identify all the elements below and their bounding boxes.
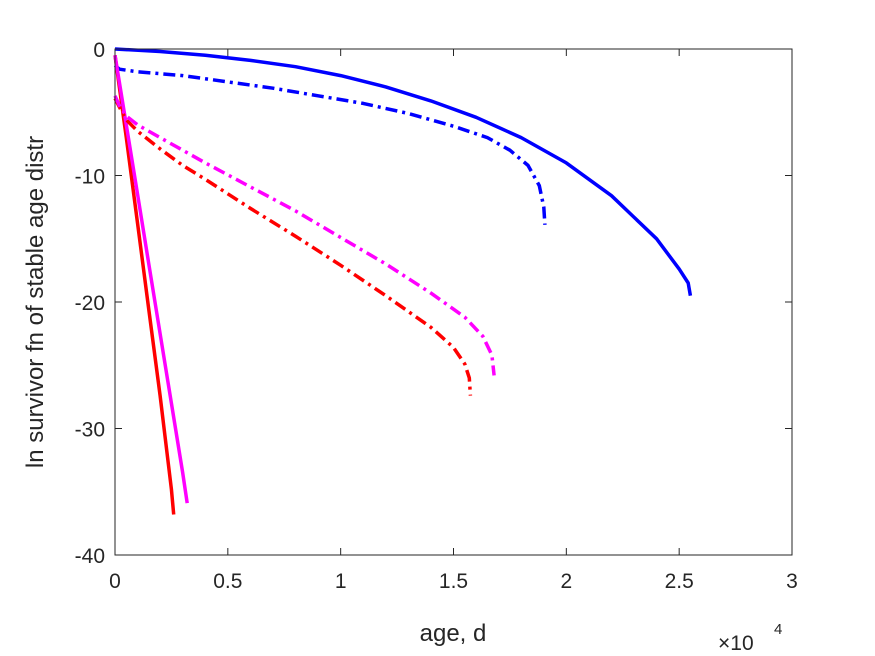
series-line-2	[113, 55, 176, 515]
y-tick-label: -40	[75, 545, 105, 568]
y-axis-label: ln survivor fn of stable age distr	[22, 136, 49, 468]
series-line-1	[113, 64, 547, 225]
y-tick-label: -30	[75, 419, 105, 442]
x-tick-label: 1	[335, 570, 347, 593]
x-axis-label: age, d	[420, 620, 487, 647]
series-line-3	[113, 55, 189, 504]
x-tick-label: 2	[560, 570, 572, 593]
x-tick-label: 2.5	[665, 570, 694, 593]
x-multiplier-exponent: 4	[774, 621, 782, 638]
y-tick-label: 0	[93, 39, 105, 62]
series-line-4	[113, 97, 473, 396]
y-tick-label: -10	[75, 166, 105, 189]
y-tick-label: -20	[75, 292, 105, 315]
x-tick-label: 3	[786, 570, 798, 593]
series-line-5	[113, 95, 496, 376]
x-tick-label: 0.5	[213, 570, 242, 593]
plot-area	[115, 49, 792, 555]
x-multiplier-label: ×10	[718, 632, 754, 655]
x-tick-label: 0	[109, 570, 121, 593]
series-layer	[113, 47, 693, 515]
ticks-layer: 0 0.5 1 1.5 2 2.5 3 0 -10 -20 -30 -40	[75, 39, 798, 593]
x-tick-label: 1.5	[439, 570, 468, 593]
series-line-0	[114, 47, 693, 296]
